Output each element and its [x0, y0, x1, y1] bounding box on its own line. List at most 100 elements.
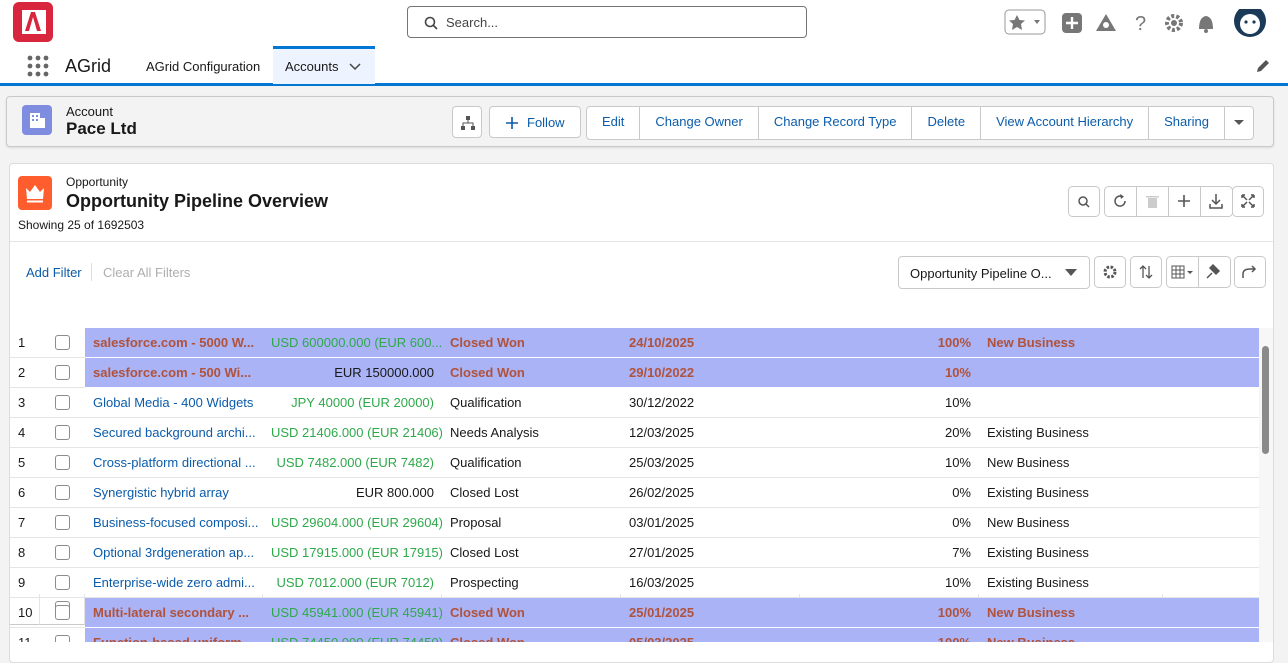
account-icon	[22, 105, 52, 135]
opportunity-name[interactable]: Optional 3rdgeneration ap...	[85, 538, 263, 568]
edit-nav[interactable]	[1255, 58, 1271, 74]
opportunity-name[interactable]: Enterprise-wide zero admi...	[85, 568, 263, 598]
opportunity-type: New Business	[979, 628, 1163, 642]
close-date: 05/03/2025	[621, 628, 800, 642]
action-button[interactable]: Sharing	[1149, 107, 1225, 139]
opportunity-type: Existing Business	[979, 478, 1163, 508]
plus-icon	[506, 117, 518, 129]
scrollbar-thumb[interactable]	[1262, 346, 1269, 454]
row-checkbox[interactable]	[55, 545, 70, 560]
caret	[1065, 269, 1077, 276]
opportunity-name[interactable]: Multi-lateral secondary ...	[85, 598, 263, 628]
follow-button[interactable]: Follow	[489, 106, 581, 138]
tenure-period-cell	[1163, 388, 1273, 418]
close-date: 12/03/2025	[621, 418, 800, 448]
amount: USD 74450.000 (EUR 74450)	[263, 628, 442, 642]
app-launcher[interactable]	[27, 55, 49, 77]
row-number: 5	[10, 448, 40, 478]
row-number: 10	[10, 598, 40, 628]
amount: USD 7012.000 (EUR 7012)	[263, 568, 442, 598]
opportunity-type: New Business	[979, 508, 1163, 538]
more-actions[interactable]	[1225, 107, 1253, 139]
scrollbar-track	[1259, 328, 1273, 642]
tenure-period-cell	[1163, 448, 1273, 478]
row-checkbox[interactable]	[55, 515, 70, 530]
probability: 100%	[800, 598, 979, 628]
opportunity-name[interactable]: Synergistic hybrid array	[85, 478, 263, 508]
divider	[10, 241, 1273, 242]
app-name: AGrid	[65, 56, 112, 76]
amount: EUR 150000.000	[263, 358, 442, 388]
action-button[interactable]: Change Owner	[640, 107, 759, 139]
close-date: 16/03/2025	[621, 568, 800, 598]
add-filter[interactable]: Add Filter	[26, 265, 82, 280]
caret	[1233, 120, 1244, 125]
tenure-period-cell	[1163, 328, 1273, 358]
nav-tab[interactable]: AGrid Configuration	[146, 59, 261, 74]
close-date: 25/03/2025	[621, 448, 800, 478]
opportunity-name[interactable]: Secured background archi...	[85, 418, 263, 448]
probability: 10%	[800, 568, 979, 598]
opportunity-name[interactable]: Business-focused composi...	[85, 508, 263, 538]
opportunity-name[interactable]: Function-based uniform...	[85, 628, 263, 642]
row-checkbox[interactable]	[55, 575, 70, 590]
opportunity-type: New Business	[979, 598, 1163, 628]
row-select-cell	[40, 448, 85, 478]
probability: 100%	[800, 328, 979, 358]
amount: USD 7482.000 (EUR 7482)	[263, 448, 442, 478]
tenure-period-cell	[1163, 508, 1273, 538]
row-number: 9	[10, 568, 40, 598]
close-date: 30/12/2022	[621, 388, 800, 418]
grid-toolbar[interactable]	[1068, 186, 1264, 218]
clear-filters[interactable]: Clear All Filters	[103, 265, 191, 280]
row-checkbox[interactable]	[55, 425, 70, 440]
row-checkbox[interactable]	[55, 365, 70, 380]
probability: 7%	[800, 538, 979, 568]
search-placeholder: Search...	[446, 15, 499, 30]
row-checkbox[interactable]	[55, 605, 70, 620]
opportunity-type-cell	[979, 388, 1163, 418]
row-select-cell	[40, 538, 85, 568]
hierarchy-button[interactable]	[452, 106, 482, 138]
row-checkbox[interactable]	[55, 335, 70, 350]
grid-card	[9, 163, 1274, 663]
opportunity-name[interactable]: Global Media - 400 Widgets	[85, 388, 263, 418]
view-tools[interactable]	[1094, 256, 1266, 289]
record-actions: Edit Change Owner Change Record Type Delete…	[586, 106, 1254, 140]
probability: 0%	[800, 508, 979, 538]
probability: 10%	[800, 448, 979, 478]
nav-tab-active[interactable]: Accounts	[273, 46, 375, 84]
view-picker[interactable]: Opportunity Pipeline O...	[898, 256, 1090, 289]
row-checkbox[interactable]	[55, 485, 70, 500]
stage: Closed Lost	[442, 538, 621, 568]
search-box[interactable]: Search...	[407, 6, 807, 38]
opportunity-name[interactable]: salesforce.com - 5000 W...	[85, 328, 263, 358]
close-date: 24/10/2025	[621, 328, 800, 358]
global-actions[interactable]: ?	[1004, 9, 1274, 39]
amount: USD 17915.000 (EUR 17915)	[263, 538, 442, 568]
action-button[interactable]: View Account Hierarchy	[981, 107, 1150, 139]
grid-title: Opportunity Pipeline Overview	[66, 191, 329, 211]
chevron	[349, 63, 361, 71]
row-checkbox[interactable]	[55, 455, 70, 470]
tenure-period-cell	[1163, 358, 1273, 388]
opportunity-type-cell	[979, 358, 1163, 388]
opportunity-name[interactable]: Cross-platform directional ...	[85, 448, 263, 478]
action-button[interactable]: Change Record Type	[759, 107, 913, 139]
probability: 100%	[800, 628, 979, 642]
app-logo[interactable]	[13, 2, 53, 42]
action-button[interactable]: Edit	[587, 107, 641, 139]
row-checkbox[interactable]	[55, 635, 70, 642]
row-number: 11	[10, 628, 40, 642]
amount: USD 45941.000 (EUR 45941)	[263, 598, 442, 628]
stage: Proposal	[442, 508, 621, 538]
row-checkbox[interactable]	[55, 395, 70, 410]
action-button[interactable]: Delete	[912, 107, 982, 139]
row-select-cell	[40, 598, 85, 628]
amount: EUR 800.000	[263, 478, 442, 508]
stage: Closed Won	[442, 328, 621, 358]
data-table: NameAmountStageClose DateProbability (%)…	[10, 297, 1273, 642]
stage: Needs Analysis	[442, 418, 621, 448]
opportunity-name[interactable]: salesforce.com - 500 Wi...	[85, 358, 263, 388]
stage: Closed Won	[442, 598, 621, 628]
